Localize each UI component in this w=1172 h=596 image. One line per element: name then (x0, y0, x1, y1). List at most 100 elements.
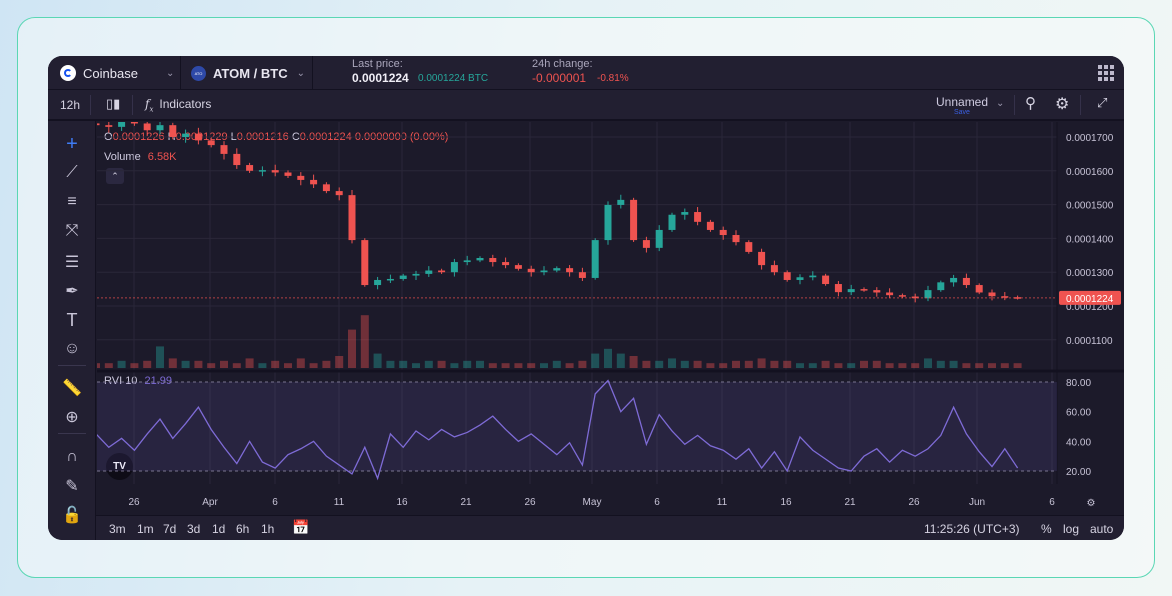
candle-type-icon[interactable]: ▯▮ (106, 96, 121, 111)
candle-body (425, 270, 433, 274)
candle-body (258, 170, 266, 172)
date-tick: 11 (717, 497, 728, 508)
candle-body (911, 296, 919, 299)
candle-body (553, 268, 561, 271)
candle-body (348, 195, 356, 241)
date-tick: 21 (460, 497, 472, 508)
settings-gear-icon[interactable]: ⚙ (1055, 96, 1070, 113)
candle-body (118, 122, 126, 127)
candle-body (374, 279, 382, 286)
fib-retracement-icon[interactable]: ☰ (64, 254, 80, 271)
volume-bar (578, 360, 587, 368)
volume-bar (808, 363, 817, 368)
lock-drawing-icon[interactable]: ✎ (65, 478, 79, 495)
change-label: 24h change: (532, 58, 593, 70)
volume-bar (501, 363, 510, 368)
price-tick: 0.0001100 (1066, 336, 1113, 347)
emoji-icon[interactable]: ☺ (63, 340, 81, 357)
date-tick: 6 (272, 497, 278, 508)
volume-bar (629, 356, 638, 368)
date-tick: Apr (202, 497, 218, 508)
interval-button[interactable]: 12h (60, 98, 81, 112)
fullscreen-icon[interactable]: ⤢ (1097, 95, 1108, 110)
date-tick: 26 (524, 497, 536, 508)
chevron-down-icon[interactable]: ⌄ (996, 98, 1005, 109)
volume-bar (527, 363, 536, 368)
trend-line-icon[interactable]: ⟋ (66, 164, 78, 181)
volume-bar (143, 360, 152, 368)
atom-icon: ATO (191, 65, 206, 81)
date-tick: 16 (396, 497, 408, 508)
volume-bar (117, 360, 126, 368)
volume-bar (680, 360, 689, 368)
change-value: -0.000001 (532, 71, 587, 85)
volume-bar (488, 363, 497, 368)
clock-time: 11:25:26 (UTC+3) (924, 522, 1020, 536)
save-button[interactable]: Save (954, 109, 970, 116)
collapse-legend-button[interactable]: ⌃ (106, 168, 124, 184)
horizontal-lines-icon[interactable]: ≡ (67, 193, 77, 210)
volume-bar (706, 363, 715, 368)
volume-bar (642, 360, 651, 368)
candle-body (937, 282, 945, 291)
exchange-selector[interactable]: Coinbase ⌄ (60, 56, 174, 90)
top-bar: Coinbase ⌄ ATO ATOM / BTC ⌄ Last price: … (48, 56, 1124, 90)
volume-bar (386, 360, 395, 368)
volume-legend: Volume 6.58K (104, 151, 177, 163)
range-3m[interactable]: 3m (109, 522, 126, 536)
price-tick: 0.0001300 (1066, 268, 1114, 279)
range-7d[interactable]: 7d (163, 522, 177, 536)
candle-body (822, 275, 830, 285)
range-6h[interactable]: 6h (236, 522, 250, 536)
volume-bar (834, 363, 843, 368)
candle-body (489, 258, 497, 263)
volume-bar (540, 363, 548, 368)
indicators-button[interactable]: fx Indicators (145, 97, 211, 113)
text-icon[interactable]: T (66, 309, 78, 330)
layout-name[interactable]: Unnamed (936, 95, 989, 109)
crosshair-icon[interactable]: + (66, 132, 78, 155)
range-1h[interactable]: 1h (261, 522, 275, 536)
last-price-btc: 0.0001224 BTC (418, 73, 489, 84)
candle-body (694, 212, 702, 222)
volume-bar (463, 360, 472, 368)
candle-body (860, 289, 868, 291)
date-tick: 21 (844, 497, 856, 508)
candle-body (642, 240, 650, 248)
range-1d[interactable]: 1d (212, 522, 226, 536)
volume-bar (719, 363, 728, 368)
candle-body (438, 270, 446, 273)
auto-toggle[interactable]: auto (1090, 522, 1114, 536)
candle-body (732, 235, 740, 243)
volume-bar (770, 360, 779, 368)
zoom-in-icon[interactable]: ⊕ (65, 409, 79, 426)
pair-selector[interactable]: ATO ATOM / BTC ⌄ (191, 56, 305, 90)
alert-search-icon[interactable]: ⚲ (1025, 95, 1036, 112)
change-pct: -0.81% (597, 73, 629, 84)
ruler-icon[interactable]: 📏 (62, 380, 82, 397)
date-tick: May (583, 497, 602, 508)
pattern-icon[interactable]: ⤧ (65, 222, 79, 239)
brush-icon[interactable]: ✒ (65, 283, 79, 300)
candle-body (169, 125, 177, 137)
range-1m[interactable]: 1m (137, 522, 154, 536)
volume-bar (949, 360, 958, 368)
unlock-icon[interactable]: 🔓 (62, 507, 82, 524)
magnet-icon[interactable]: ∩ (66, 448, 78, 465)
range-3d[interactable]: 3d (187, 522, 201, 536)
candle-body (898, 295, 906, 297)
volume-bar (104, 363, 113, 368)
function-icon: fx (145, 97, 154, 114)
go-to-date-icon[interactable]: 📅 (292, 519, 310, 535)
percent-toggle[interactable]: % (1041, 522, 1052, 536)
candle-body (655, 229, 663, 248)
rvi-band (97, 382, 1057, 471)
candle-body (194, 133, 202, 141)
log-toggle[interactable]: log (1063, 522, 1080, 536)
date-tick: 6 (654, 497, 660, 508)
grid-menu-icon[interactable] (1098, 65, 1114, 81)
candle-body (156, 125, 164, 131)
candle-body (322, 184, 330, 192)
volume-bar (181, 360, 190, 368)
